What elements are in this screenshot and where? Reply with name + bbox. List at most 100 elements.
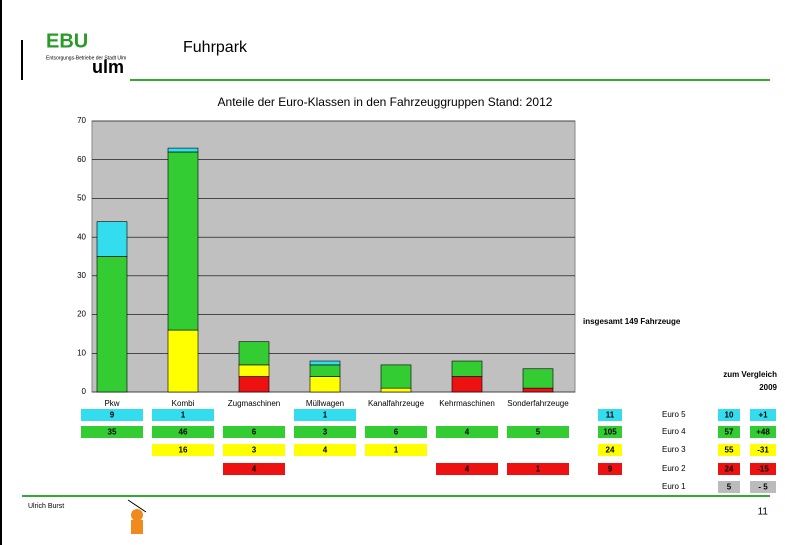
table-value: 1 bbox=[181, 411, 186, 420]
change: +48 bbox=[756, 428, 770, 437]
x-tick-label: Kehrmaschinen bbox=[439, 399, 495, 408]
total: 9 bbox=[608, 465, 613, 474]
bar-segment bbox=[238, 364, 270, 377]
bar-segment bbox=[380, 387, 412, 393]
table-value-cell bbox=[152, 444, 214, 456]
row-label: Euro 4 bbox=[662, 427, 686, 436]
logo: EBU bbox=[46, 30, 88, 52]
change-cell bbox=[750, 409, 776, 421]
y-tick-label: 50 bbox=[77, 194, 86, 203]
bar-segment bbox=[522, 387, 554, 393]
mascot bbox=[127, 499, 147, 534]
slide-title: Fuhrpark bbox=[183, 39, 248, 56]
bar-segment bbox=[522, 368, 554, 389]
y-tick-label: 0 bbox=[82, 387, 87, 396]
table-value: 1 bbox=[394, 446, 399, 455]
bar-segment bbox=[309, 364, 341, 377]
change: +1 bbox=[758, 411, 768, 420]
x-tick-label: Kanalfahrzeuge bbox=[368, 399, 425, 408]
bar-segment bbox=[309, 376, 341, 393]
bar-segment bbox=[309, 360, 341, 366]
table-value-cell bbox=[294, 444, 356, 456]
value-2009: 24 bbox=[725, 465, 734, 474]
table-value-cell bbox=[365, 444, 427, 456]
x-tick-label: Müllwagen bbox=[306, 399, 344, 408]
y-tick-label: 30 bbox=[77, 271, 86, 280]
table-value-cell bbox=[223, 426, 285, 438]
x-tick-label: Zugmaschinen bbox=[228, 399, 280, 408]
y-tick-label: 20 bbox=[77, 310, 86, 319]
table-value-cell bbox=[223, 444, 285, 456]
page-number: 11 bbox=[758, 507, 769, 518]
table-value: 6 bbox=[394, 428, 399, 437]
value-2009: 57 bbox=[725, 428, 734, 437]
table-value: 4 bbox=[252, 465, 257, 474]
logo-city: ulm bbox=[92, 57, 124, 77]
x-tick-label: Kombi bbox=[172, 399, 195, 408]
comparison-label: zum Vergleich bbox=[723, 370, 777, 379]
bar-segment bbox=[238, 341, 270, 366]
table-value: 35 bbox=[108, 428, 117, 437]
change-cell bbox=[750, 444, 776, 456]
total: 24 bbox=[606, 446, 615, 455]
table-value: 16 bbox=[179, 446, 188, 455]
table-value: 6 bbox=[252, 428, 257, 437]
value-2009-cell bbox=[718, 481, 740, 493]
change-cell bbox=[750, 481, 776, 493]
total-cell bbox=[598, 444, 622, 456]
chart-title: Anteile der Euro-Klassen in den Fahrzeug… bbox=[218, 95, 553, 109]
table-value: 4 bbox=[465, 465, 470, 474]
table-value: 46 bbox=[179, 428, 188, 437]
table-value-cell bbox=[507, 426, 569, 438]
total: 11 bbox=[606, 411, 615, 420]
table-value-cell bbox=[294, 426, 356, 438]
total: 105 bbox=[603, 428, 617, 437]
table-value: 4 bbox=[465, 428, 470, 437]
bar-segment bbox=[96, 256, 128, 393]
table-value-cell bbox=[81, 426, 143, 438]
y-tick-label: 10 bbox=[77, 348, 86, 357]
change-cell bbox=[750, 463, 776, 475]
table-value-cell bbox=[223, 463, 285, 475]
bar-segment bbox=[167, 147, 199, 153]
total-cell bbox=[598, 426, 622, 438]
logo-sub: Entsorgungs-Betriebe der Stadt Ulm bbox=[46, 55, 126, 61]
change-cell bbox=[750, 426, 776, 438]
table-value-cell bbox=[436, 463, 498, 475]
x-tick-label: Sonderfahrzeuge bbox=[507, 399, 569, 408]
value-2009-cell bbox=[718, 444, 740, 456]
y-tick-label: 70 bbox=[77, 116, 86, 125]
change: - 5 bbox=[758, 483, 768, 492]
total-cell bbox=[598, 409, 622, 421]
y-tick-label: 60 bbox=[77, 155, 86, 164]
table-value: 3 bbox=[252, 446, 257, 455]
plot-area bbox=[91, 120, 576, 393]
bar-segment bbox=[96, 221, 128, 257]
value-2009: 55 bbox=[725, 446, 734, 455]
row-label: Euro 1 bbox=[662, 482, 686, 491]
value-2009-cell bbox=[718, 409, 740, 421]
value-2009-cell bbox=[718, 426, 740, 438]
table-value-cell bbox=[436, 426, 498, 438]
table-value: 1 bbox=[536, 465, 541, 474]
comparison-year: 2009 bbox=[759, 383, 777, 392]
table-value-cell bbox=[507, 463, 569, 475]
change: -15 bbox=[757, 465, 769, 474]
table-value-cell bbox=[152, 426, 214, 438]
table-value: 4 bbox=[323, 446, 328, 455]
bar-segment bbox=[451, 376, 483, 393]
author: Ulrich Burst bbox=[28, 503, 64, 510]
value-2009-cell bbox=[718, 463, 740, 475]
table-value-cell bbox=[152, 409, 214, 421]
row-label: Euro 2 bbox=[662, 464, 686, 473]
y-tick-label: 40 bbox=[77, 232, 86, 241]
table-value: 5 bbox=[536, 428, 541, 437]
table-value: 1 bbox=[323, 411, 328, 420]
x-tick-label: Pkw bbox=[104, 399, 119, 408]
table-value: 3 bbox=[323, 428, 328, 437]
row-label: Euro 5 bbox=[662, 410, 686, 419]
bar-segment bbox=[167, 151, 199, 331]
table-value-cell bbox=[365, 426, 427, 438]
value-2009: 10 bbox=[725, 411, 734, 420]
table-value-cell bbox=[81, 409, 143, 421]
